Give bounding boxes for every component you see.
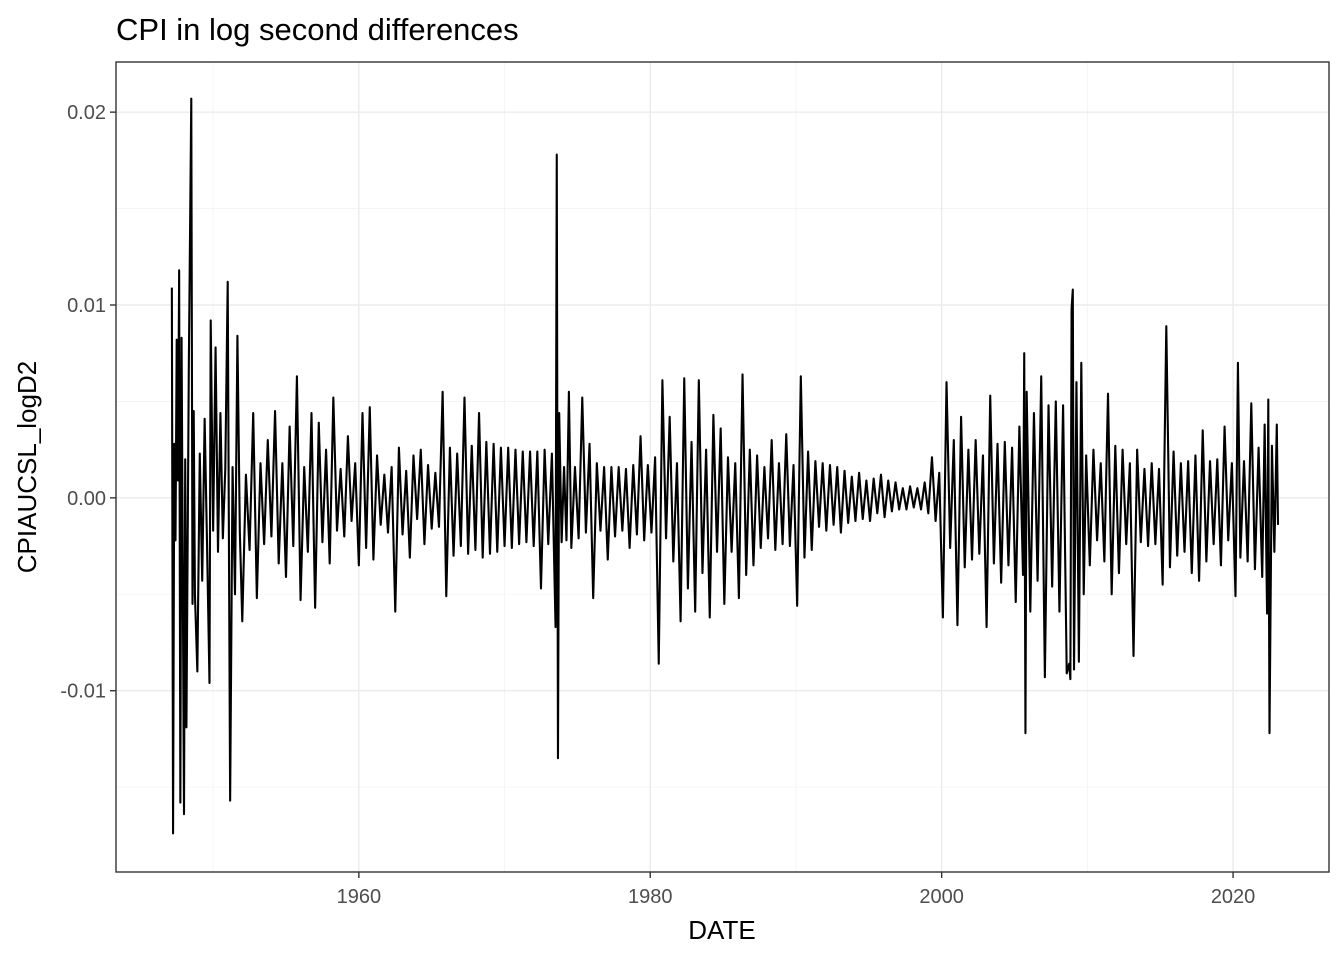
minor-gridlines-y xyxy=(116,208,1329,788)
x-tick-label: 2020 xyxy=(1211,886,1256,908)
x-axis-title: DATE xyxy=(688,915,755,945)
y-tick-label: -0.01 xyxy=(60,681,106,703)
y-axis-title: CPIAUCSL_logD2 xyxy=(12,361,42,573)
y-tick-label: 0.01 xyxy=(67,295,106,317)
y-axis: -0.01 0.00 0.01 0.02 xyxy=(60,102,116,703)
y-tick-label: 0.00 xyxy=(67,488,106,510)
series-line xyxy=(170,97,1280,835)
panel-border xyxy=(115,61,1330,873)
x-tick-label: 1960 xyxy=(337,886,382,908)
major-gridlines-x xyxy=(358,62,1234,872)
chart-title: CPI in log second differences xyxy=(116,12,519,47)
x-tick-label: 2000 xyxy=(919,886,964,908)
plot-panel xyxy=(115,61,1330,873)
y-tick-label: 0.02 xyxy=(67,102,106,124)
x-tick-label: 1980 xyxy=(628,886,673,908)
x-axis: 1960 1980 2000 2020 xyxy=(337,872,1256,908)
